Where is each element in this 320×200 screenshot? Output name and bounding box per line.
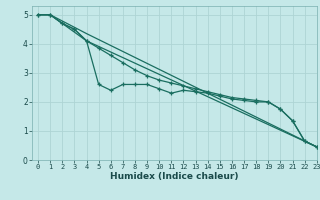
X-axis label: Humidex (Indice chaleur): Humidex (Indice chaleur)	[110, 172, 239, 181]
